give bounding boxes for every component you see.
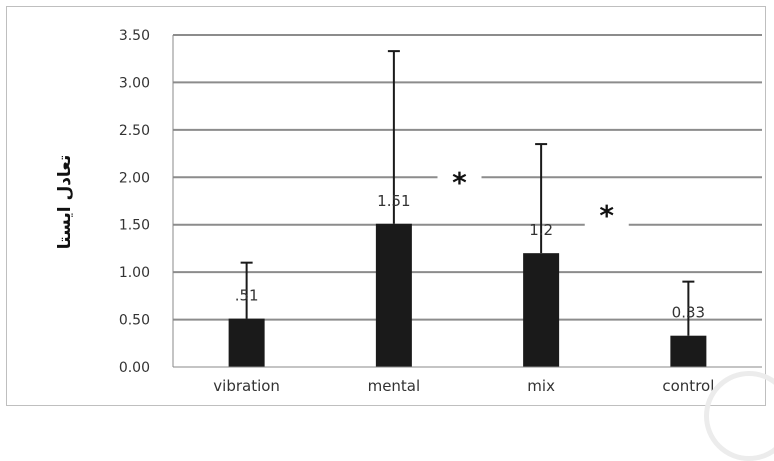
data-labels: .51 1.51 1.2 0.33 xyxy=(235,192,705,322)
category-label-vibration: vibration xyxy=(213,377,280,395)
y-tick-label-7: 3.50 xyxy=(119,28,150,44)
significance-star-1: * xyxy=(599,199,614,232)
category-labels: vibration mental mix control xyxy=(213,377,714,395)
y-tick-label-4: 2.00 xyxy=(119,170,150,186)
y-tick-label-6: 3.00 xyxy=(119,75,150,91)
data-label-mental: 1.51 xyxy=(377,192,410,210)
bar-chart: 0.00 0.50 1.00 1.50 2.00 2.50 3.00 3.50 .51 1.51… xyxy=(55,28,762,395)
y-tick-label-2: 1.00 xyxy=(119,265,150,281)
bar-mental xyxy=(375,223,412,367)
y-axis-label: تعادل ایستا xyxy=(55,155,75,250)
y-tick-label-3: 1.50 xyxy=(119,218,150,234)
bar-control xyxy=(670,335,707,367)
y-tick-labels: 0.00 0.50 1.00 1.50 2.00 2.50 3.00 3.50 xyxy=(119,28,150,376)
bars xyxy=(228,223,707,367)
data-label-control: 0.33 xyxy=(672,304,705,322)
error-bars xyxy=(240,50,695,336)
gridlines xyxy=(173,34,762,321)
category-label-control: control xyxy=(662,377,714,395)
data-label-mix: 1.2 xyxy=(529,221,553,239)
bar-mix xyxy=(523,253,560,367)
annotation-mask-1 xyxy=(584,203,629,234)
annotation-mask-0 xyxy=(437,170,482,201)
data-label-vibration: .51 xyxy=(235,287,259,305)
bar-vibration xyxy=(228,318,265,367)
y-tick-label-0: 0.00 xyxy=(119,360,150,376)
category-label-mix: mix xyxy=(527,377,555,395)
significance-star-0: * xyxy=(452,166,467,199)
annotations: ** xyxy=(437,166,629,234)
category-label-mental: mental xyxy=(368,377,421,395)
y-tick-label-1: 0.50 xyxy=(119,313,150,329)
y-tick-label-5: 2.50 xyxy=(119,123,150,139)
